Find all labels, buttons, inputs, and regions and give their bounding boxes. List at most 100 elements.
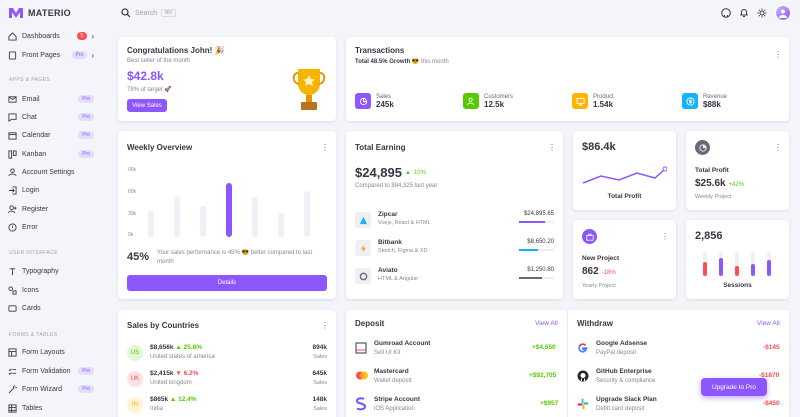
sidebar-item-email[interactable]: Email Pro bbox=[0, 91, 108, 107]
deposit-amount: +$957 bbox=[540, 400, 559, 407]
stat-value: 1.54k bbox=[593, 99, 614, 109]
sidebar-item-chat[interactable]: Chat Pro bbox=[0, 109, 108, 125]
country-badge: US bbox=[127, 345, 143, 361]
pro-badge: Pro bbox=[78, 131, 94, 139]
brand-logo[interactable]: MATERIO bbox=[9, 8, 71, 18]
country-name: India bbox=[150, 406, 164, 412]
table-icon bbox=[8, 403, 17, 413]
congrats-subtitle: Best seller of the month bbox=[127, 58, 191, 64]
new-project-value: 862 bbox=[582, 266, 599, 277]
sidebar: MATERIO Dashboards 5 › Front Pages Pro ›… bbox=[0, 0, 110, 417]
chevron-right-icon: › bbox=[91, 50, 94, 60]
stat-label: Customers bbox=[484, 93, 514, 100]
sidebar-item-form-wizard[interactable]: Form Wizard Pro bbox=[0, 381, 108, 397]
user-gear-icon bbox=[8, 167, 17, 177]
country-change: 25.8% bbox=[183, 344, 202, 351]
new-project-label: New Project bbox=[582, 255, 620, 262]
item-sub: HTML & Angular bbox=[378, 276, 419, 282]
sidebar-item-tables[interactable]: Tables bbox=[0, 400, 108, 416]
total-profit-change: +42% bbox=[728, 182, 745, 188]
sidebar-item-account-settings[interactable]: Account Settings bbox=[0, 164, 108, 180]
more-options-icon[interactable]: ⋮ bbox=[321, 321, 329, 330]
profit-label: Total Profit bbox=[607, 193, 642, 200]
withdraw-amount: -$1870 bbox=[759, 372, 780, 379]
withdraw-view-all-link[interactable]: View All bbox=[757, 320, 780, 327]
stat-label: Product bbox=[593, 93, 614, 100]
header-actions bbox=[721, 5, 791, 21]
sessions-card: 2,856 Sessions bbox=[686, 220, 789, 299]
sidebar-item-register[interactable]: Register bbox=[0, 201, 108, 217]
login-icon bbox=[8, 185, 17, 195]
wizard-icon bbox=[8, 384, 17, 394]
upgrade-to-pro-button[interactable]: Upgrade to Pro bbox=[701, 378, 767, 396]
details-button[interactable]: Details bbox=[127, 275, 327, 291]
sales-by-countries-card: Sales by Countries ⋮ US $8,656k ▲ 25.8% … bbox=[118, 310, 336, 417]
sidebar-item-dashboards[interactable]: Dashboards 5 › bbox=[0, 28, 108, 44]
country-change: 6.2% bbox=[183, 370, 199, 377]
sales-label: Sales bbox=[313, 406, 327, 412]
view-sales-button[interactable]: View Sales bbox=[127, 99, 167, 112]
country-row: IN $865k ▲ 12.4% India 148k Sales bbox=[118, 394, 336, 417]
alert-circle-icon bbox=[8, 222, 17, 232]
gumroad-icon bbox=[355, 342, 367, 354]
new-project-sub: Yearly Project bbox=[582, 283, 616, 289]
new-project-card: ⋮ New Project 862 -18% Yearly Project bbox=[573, 220, 676, 299]
pro-badge: Pro bbox=[71, 51, 88, 59]
session-bar bbox=[751, 252, 755, 276]
more-options-icon[interactable]: ⋮ bbox=[661, 232, 669, 241]
more-options-icon[interactable]: ⋮ bbox=[548, 143, 556, 152]
deposit-amount: +$4,650 bbox=[532, 344, 556, 351]
more-options-icon[interactable]: ⋮ bbox=[321, 143, 329, 152]
withdraw-name: Upgrade Slack Plan bbox=[596, 396, 657, 403]
deposit-row: Mastercard Wallet deposit +$92,705 bbox=[346, 366, 789, 390]
chart-bar bbox=[174, 196, 180, 237]
sidebar-item-front-pages[interactable]: Front Pages Pro › bbox=[0, 47, 108, 63]
profit-chart-card: $86.4k Total Profit bbox=[573, 131, 676, 210]
sidebar-item-cards[interactable]: Cards bbox=[0, 300, 108, 316]
pro-badge: Pro bbox=[78, 385, 94, 393]
sun-icon[interactable] bbox=[757, 8, 767, 18]
sidebar-item-label: Form Wizard bbox=[22, 385, 63, 393]
avatar[interactable] bbox=[775, 5, 791, 21]
total-earning-card: Total Earning ⋮ $24,895 ▲ 10% Compared t… bbox=[346, 131, 563, 299]
deposit-view-all-link[interactable]: View All bbox=[535, 320, 558, 327]
sidebar-item-form-validation[interactable]: Form Validation Pro bbox=[0, 363, 108, 379]
search-placeholder: Search bbox=[135, 9, 158, 17]
user-plus-icon bbox=[8, 204, 17, 214]
deposit-withdraw-card: Deposit View All Gumroad Account Sell UI… bbox=[346, 310, 789, 417]
sidebar-item-label: Tables bbox=[22, 404, 43, 412]
total-profit-value: $25.6k bbox=[695, 178, 726, 189]
sidebar-item-calendar[interactable]: Calendar Pro bbox=[0, 127, 108, 143]
pro-badge: Pro bbox=[78, 113, 94, 121]
trend-down-icon: ▼ bbox=[175, 370, 182, 377]
aviato-icon bbox=[355, 268, 371, 284]
progress-fill bbox=[519, 221, 546, 223]
sidebar-item-login[interactable]: Login bbox=[0, 182, 108, 198]
earning-item: Zipcar Vuejs, React & HTML $24,895.65 bbox=[346, 209, 563, 233]
sidebar-item-typography[interactable]: Typography bbox=[0, 263, 108, 279]
search-shortcut: ⌘K bbox=[161, 9, 176, 17]
withdraw-row: GitHub Enterprise Security & compliance … bbox=[346, 366, 789, 390]
congrats-target: 78% of target 🚀 bbox=[127, 87, 172, 93]
growth-suffix: 😎 this month bbox=[411, 59, 449, 65]
country-row: UK $2,415k ▼ 6.2% United kingdom 645k Sa… bbox=[118, 368, 336, 392]
github-icon[interactable] bbox=[721, 8, 731, 18]
more-options-icon[interactable]: ⋮ bbox=[774, 143, 782, 152]
chart-bar bbox=[304, 191, 310, 237]
trending-icon bbox=[355, 93, 371, 109]
sidebar-item-form-layouts[interactable]: Form Layouts bbox=[0, 344, 108, 360]
sidebar-item-error[interactable]: Error bbox=[0, 219, 108, 235]
bell-icon[interactable] bbox=[739, 8, 749, 18]
sales-label: Sales bbox=[313, 380, 327, 386]
withdraw-sub: Security & compliance bbox=[596, 378, 656, 384]
more-options-icon[interactable]: ⋮ bbox=[774, 50, 782, 59]
sidebar-item-kanban[interactable]: Kanban Pro bbox=[0, 146, 108, 162]
divider bbox=[567, 310, 568, 417]
sidebar-item-icons[interactable]: Icons bbox=[0, 282, 108, 298]
search-bar[interactable]: Search ⌘K bbox=[121, 8, 176, 18]
country-amount: $2,415k bbox=[150, 370, 174, 377]
country-row: US $8,656k ▲ 25.8% United states of amer… bbox=[118, 342, 336, 366]
pro-badge: Pro bbox=[78, 150, 94, 158]
dollar-icon bbox=[682, 93, 698, 109]
